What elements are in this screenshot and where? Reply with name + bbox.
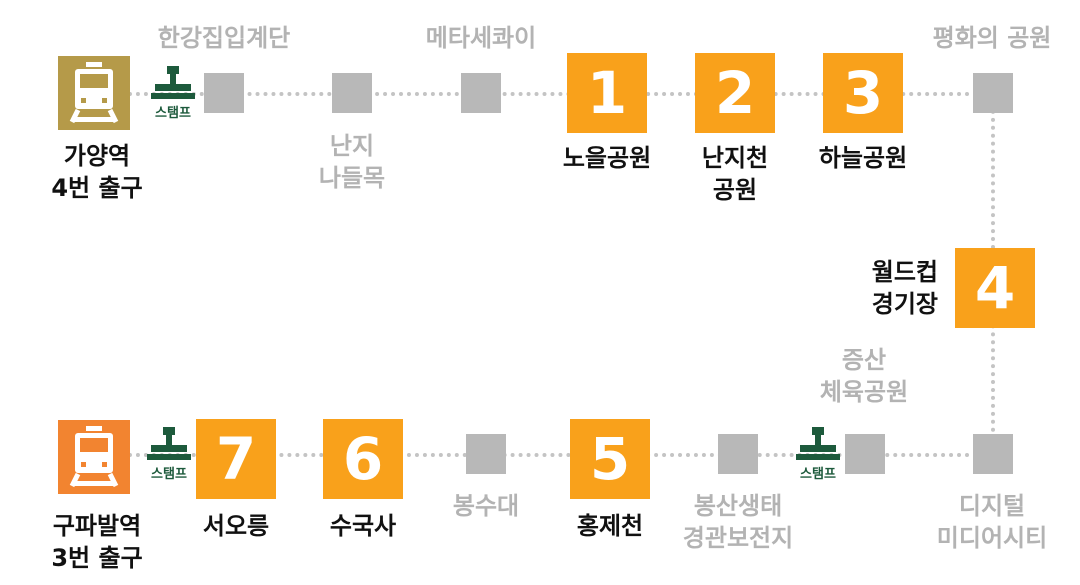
station-7-label: 서오릉 — [202, 512, 270, 540]
waypoint-marker-hangang — [204, 73, 244, 113]
station-2-marker: 2 — [695, 53, 775, 133]
station-2-label: 난지천 공원 — [701, 144, 769, 204]
start-stamp-icon: 스탬프 — [145, 66, 201, 122]
waypoint-marker-nanji — [332, 73, 372, 113]
station-6-label: 수국사 — [329, 512, 397, 540]
station-1-marker: 1 — [567, 53, 647, 133]
waypoint-label-jeungsan: 증산 체육공원 — [819, 346, 909, 406]
route-line-bottom — [120, 453, 994, 457]
station-7-marker: 7 — [196, 419, 276, 499]
waypoint-label-bongsan: 봉산생태 경관보전지 — [682, 492, 794, 552]
stamp-label: 스탬프 — [800, 467, 836, 482]
station-5-marker: 5 — [570, 419, 650, 499]
end-train-icon — [58, 420, 130, 494]
station-3-label: 하늘공원 — [818, 144, 908, 172]
waypoint-label-nanji: 난지 나들목 — [318, 132, 386, 192]
waypoint-label-metasequoia: 메타세콰이 — [425, 24, 537, 52]
waypoint-marker-peace-park — [973, 73, 1013, 113]
waypoint-label-dmc: 디지털 미디어시티 — [936, 492, 1048, 552]
start-train-icon — [58, 56, 130, 130]
start-label: 가양역 4번 출구 — [51, 142, 143, 202]
station-5-label: 홍제천 — [576, 512, 644, 540]
station-3-marker: 3 — [823, 53, 903, 133]
station-6-marker: 6 — [323, 419, 403, 499]
station-4-label: 월드컵 경기장 — [871, 258, 938, 318]
stamp-label: 스탬프 — [155, 106, 191, 121]
station-1-label: 노을공원 — [562, 144, 652, 172]
station-4-marker: 4 — [955, 248, 1035, 328]
waypoint-marker-dmc — [973, 434, 1013, 474]
bongsan-stamp-icon: 스탬프 — [790, 427, 846, 483]
waypoint-label-bongsudae: 봉수대 — [452, 492, 520, 520]
waypoint-label-hangang: 한강집입계단 — [157, 24, 291, 52]
waypoint-marker-bongsudae — [466, 434, 506, 474]
waypoint-label-peace-park: 평화의 공원 — [932, 24, 1052, 52]
stamp-label: 스탬프 — [151, 467, 187, 482]
route-line-top — [120, 92, 994, 96]
waypoint-marker-metasequoia — [461, 73, 501, 113]
end-stamp-icon: 스탬프 — [141, 427, 197, 483]
end-label: 구파발역 3번 출구 — [51, 512, 143, 572]
waypoint-marker-jeungsan — [845, 434, 885, 474]
waypoint-marker-bongsan — [718, 434, 758, 474]
